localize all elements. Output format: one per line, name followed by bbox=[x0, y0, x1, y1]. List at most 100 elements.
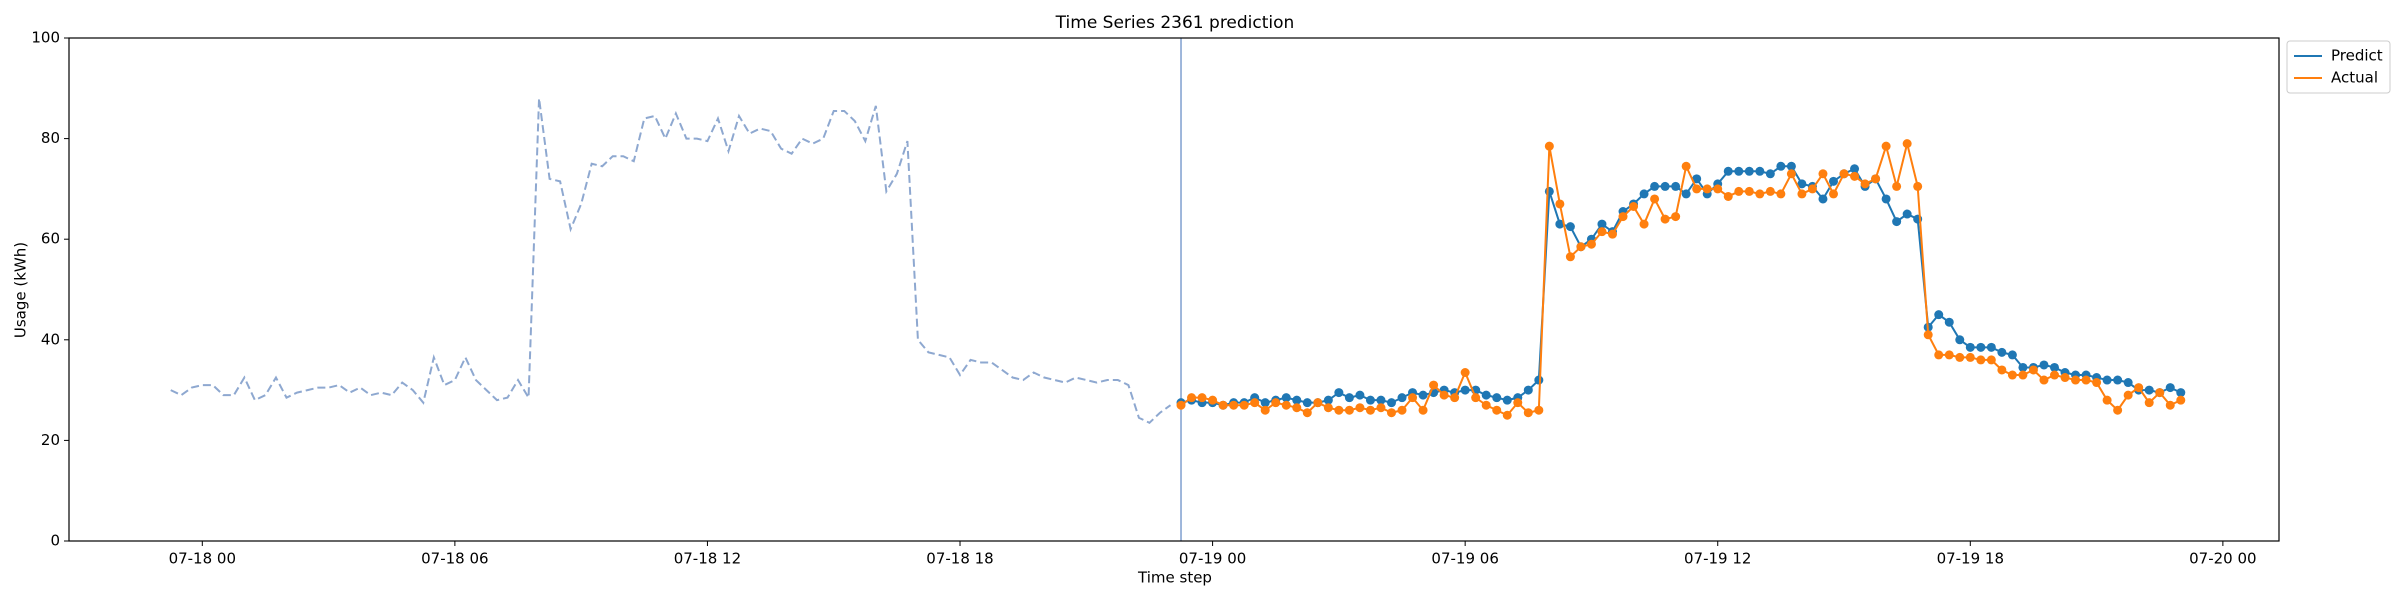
data-point bbox=[1955, 352, 1965, 362]
data-point bbox=[1986, 342, 1996, 352]
data-point bbox=[2081, 375, 2091, 385]
data-point bbox=[1660, 214, 1670, 224]
data-point bbox=[1544, 186, 1554, 196]
data-point bbox=[1523, 408, 1533, 418]
data-point bbox=[1744, 166, 1754, 176]
data-point bbox=[1492, 405, 1502, 415]
data-point bbox=[1902, 209, 1912, 219]
data-point bbox=[1260, 405, 1270, 415]
data-point bbox=[1323, 403, 1333, 413]
x-tick-label: 07-19 18 bbox=[1937, 550, 2004, 568]
data-point bbox=[1797, 179, 1807, 189]
x-axis-label: Time step bbox=[1137, 569, 1212, 587]
data-point bbox=[1850, 171, 1860, 181]
data-point bbox=[2060, 373, 2070, 383]
series-line bbox=[170, 98, 1172, 425]
data-point bbox=[1671, 212, 1681, 222]
data-point bbox=[1776, 161, 1786, 171]
data-point bbox=[1892, 217, 1902, 227]
data-point bbox=[1429, 380, 1439, 390]
data-point bbox=[1828, 189, 1838, 199]
data-point bbox=[2176, 388, 2186, 398]
data-point bbox=[1629, 202, 1639, 212]
data-point bbox=[1271, 398, 1281, 408]
data-point bbox=[1502, 395, 1512, 405]
data-point bbox=[1986, 355, 1996, 365]
chart-title: Time Series 2361 prediction bbox=[1055, 13, 1295, 33]
legend-label: Actual bbox=[2331, 69, 2378, 87]
data-point bbox=[1239, 400, 1249, 410]
data-point bbox=[2028, 365, 2038, 375]
x-tick-label: 07-19 12 bbox=[1684, 550, 1751, 568]
data-point bbox=[2007, 370, 2017, 380]
data-point bbox=[1302, 408, 1312, 418]
data-point bbox=[1534, 405, 1544, 415]
data-point bbox=[2165, 400, 2175, 410]
data-point bbox=[1765, 186, 1775, 196]
data-point bbox=[1460, 367, 1470, 377]
data-point bbox=[1944, 350, 1954, 360]
data-point bbox=[1218, 400, 1228, 410]
data-point bbox=[1734, 186, 1744, 196]
data-point bbox=[1913, 181, 1923, 191]
data-point bbox=[1639, 219, 1649, 229]
data-point bbox=[1755, 189, 1765, 199]
y-tick-label: 20 bbox=[41, 431, 60, 449]
data-point bbox=[1260, 398, 1270, 408]
data-point bbox=[1386, 398, 1396, 408]
x-tick-label: 07-18 12 bbox=[674, 550, 741, 568]
data-point bbox=[1565, 222, 1575, 232]
data-point bbox=[1355, 390, 1365, 400]
data-point bbox=[1607, 229, 1617, 239]
data-point bbox=[1923, 330, 1933, 340]
data-point bbox=[1376, 395, 1386, 405]
data-point bbox=[1292, 395, 1302, 405]
data-point bbox=[1786, 161, 1796, 171]
data-point bbox=[1860, 179, 1870, 189]
y-tick-label: 80 bbox=[41, 129, 60, 147]
data-point bbox=[1955, 335, 1965, 345]
data-point bbox=[1229, 400, 1239, 410]
data-point bbox=[1881, 141, 1891, 151]
data-point bbox=[1723, 166, 1733, 176]
data-point bbox=[1597, 219, 1607, 229]
data-point bbox=[2176, 395, 2186, 405]
data-point bbox=[1365, 405, 1375, 415]
data-point bbox=[1323, 395, 1333, 405]
data-point bbox=[2092, 378, 2102, 388]
data-point bbox=[1976, 355, 1986, 365]
axes-frame bbox=[68, 37, 2280, 542]
x-tick-label: 07-19 06 bbox=[1431, 550, 1498, 568]
data-point bbox=[1650, 181, 1660, 191]
data-point bbox=[2165, 383, 2175, 393]
data-point bbox=[1334, 405, 1344, 415]
x-tick-label: 07-20 00 bbox=[2189, 550, 2256, 568]
data-point bbox=[1934, 310, 1944, 320]
data-point bbox=[1334, 388, 1344, 398]
data-point bbox=[2134, 383, 2144, 393]
data-point bbox=[2018, 362, 2028, 372]
data-point bbox=[1376, 403, 1386, 413]
data-point bbox=[1671, 181, 1681, 191]
legend-frame bbox=[2286, 40, 2391, 94]
data-point bbox=[1765, 169, 1775, 179]
x-tick-label: 07-18 18 bbox=[926, 550, 993, 568]
data-point bbox=[1650, 194, 1660, 204]
data-point bbox=[1292, 403, 1302, 413]
data-point bbox=[1965, 352, 1975, 362]
x-tick-label: 07-18 06 bbox=[421, 550, 488, 568]
data-point bbox=[1713, 184, 1723, 194]
data-point bbox=[1418, 390, 1428, 400]
data-point bbox=[1418, 405, 1428, 415]
plot-area: 0 20 40 60 80 100 07-18 00 07-18 06 07-18 12 07-1… bbox=[31, 29, 2256, 568]
data-point bbox=[2123, 390, 2133, 400]
data-point bbox=[2113, 405, 2123, 415]
data-point bbox=[1976, 342, 1986, 352]
data-point bbox=[1523, 385, 1533, 395]
data-point bbox=[1681, 161, 1691, 171]
data-point bbox=[1355, 403, 1365, 413]
data-point bbox=[1576, 242, 1586, 252]
data-point bbox=[1481, 400, 1491, 410]
data-point bbox=[2102, 395, 2112, 405]
y-axis-label: Usage (kWh) bbox=[12, 242, 30, 338]
